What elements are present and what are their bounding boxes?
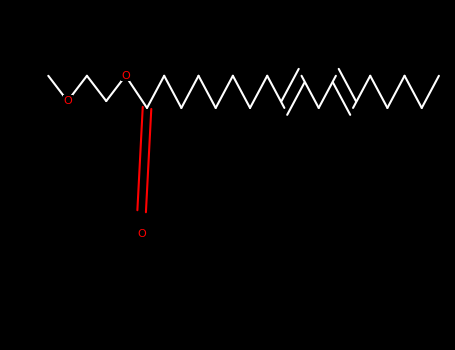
Text: O: O (137, 229, 146, 239)
Text: O: O (121, 71, 130, 81)
Text: O: O (63, 96, 72, 106)
